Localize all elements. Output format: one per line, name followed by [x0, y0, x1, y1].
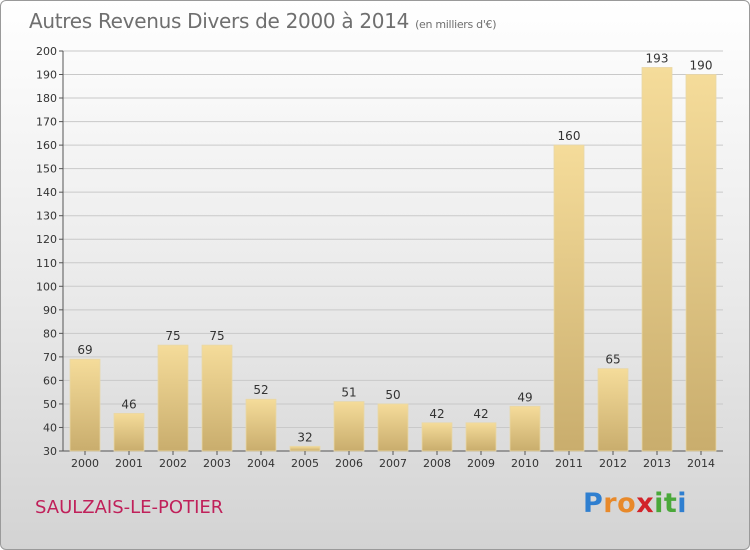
y-tick-label: 50 [43, 398, 57, 411]
data-label: 65 [605, 353, 620, 367]
bar [685, 74, 717, 452]
bar [421, 422, 453, 452]
x-tick-label: 2007 [379, 457, 407, 470]
data-label: 69 [77, 343, 92, 357]
data-label: 51 [341, 386, 356, 400]
data-label: 193 [646, 51, 669, 65]
y-tick-label: 60 [43, 374, 57, 387]
bar [157, 344, 189, 452]
y-tick-label: 170 [36, 116, 57, 129]
y-tick-label: 190 [36, 69, 57, 82]
bar [201, 344, 233, 452]
x-tick-label: 2010 [511, 457, 539, 470]
y-tick-label: 70 [43, 351, 57, 364]
bar [377, 403, 409, 452]
x-tick-label: 2006 [335, 457, 363, 470]
bar [465, 422, 497, 452]
x-tick-label: 2009 [467, 457, 495, 470]
bar [553, 144, 585, 452]
y-tick-label: 180 [36, 92, 57, 105]
data-label: 32 [297, 430, 312, 444]
y-tick-label: 30 [43, 445, 57, 458]
data-label: 50 [385, 388, 400, 402]
y-tick-label: 120 [36, 233, 57, 246]
data-label: 46 [121, 397, 136, 411]
y-tick-label: 150 [36, 163, 57, 176]
data-label: 52 [253, 383, 268, 397]
x-tick-label: 2000 [71, 457, 99, 470]
y-tick-label: 160 [36, 139, 57, 152]
x-tick-label: 2003 [203, 457, 231, 470]
chart-title-text: Autres Revenus Divers de 2000 à 2014 [29, 9, 410, 33]
data-label: 49 [517, 390, 532, 404]
x-tick-label: 2008 [423, 457, 451, 470]
data-label: 160 [558, 129, 581, 143]
y-tick-label: 140 [36, 186, 57, 199]
proxiti-logo[interactable]: Proxiti [583, 488, 688, 519]
chart-title: Autres Revenus Divers de 2000 à 2014 (en … [29, 9, 497, 33]
bar [509, 405, 541, 452]
bar [641, 67, 673, 452]
bar [333, 401, 365, 452]
y-tick-label: 40 [43, 421, 57, 434]
data-label: 75 [209, 329, 224, 343]
x-tick-label: 2005 [291, 457, 319, 470]
bar [289, 445, 321, 452]
chart-subtitle: (en milliers d'€) [415, 18, 497, 31]
bar [597, 368, 629, 452]
data-label: 75 [165, 329, 180, 343]
bar [113, 412, 145, 452]
data-label: 42 [429, 407, 444, 421]
x-tick-label: 2001 [115, 457, 143, 470]
y-tick-label: 100 [36, 280, 57, 293]
y-tick-label: 80 [43, 327, 57, 340]
x-tick-label: 2014 [687, 457, 715, 470]
x-tick-label: 2012 [599, 457, 627, 470]
data-label: 42 [473, 407, 488, 421]
bar [69, 358, 101, 452]
y-tick-label: 130 [36, 210, 57, 223]
data-label: 190 [690, 59, 713, 73]
x-tick-label: 2011 [555, 457, 583, 470]
x-tick-label: 2013 [643, 457, 671, 470]
y-tick-label: 200 [36, 45, 57, 58]
x-tick-label: 2002 [159, 457, 187, 470]
y-tick-label: 110 [36, 257, 57, 270]
place-name: SAULZAIS-LE-POTIER [35, 497, 224, 518]
y-tick-label: 90 [43, 304, 57, 317]
bar [245, 398, 277, 452]
x-tick-label: 2004 [247, 457, 275, 470]
bar-chart: 30 40 50 60 70 80 90 100 110 120 130 140 150 160 170 18… [36, 45, 723, 470]
